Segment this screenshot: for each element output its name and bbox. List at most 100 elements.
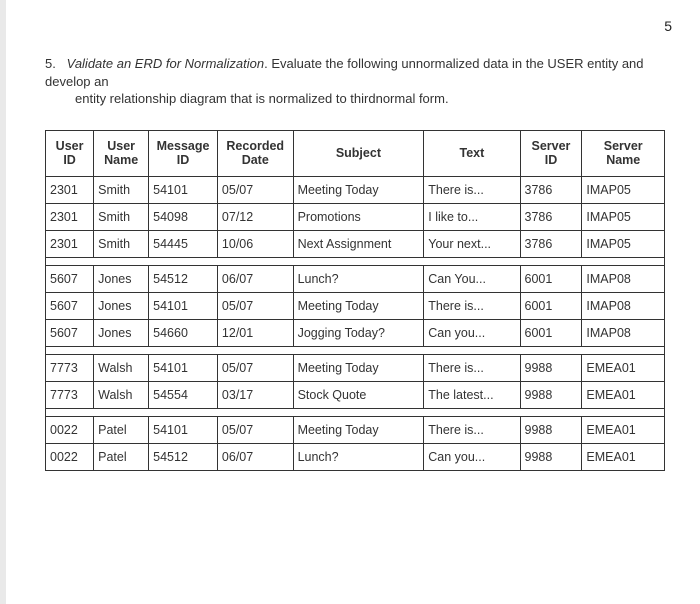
page-left-edge: [0, 0, 6, 604]
question-text: 5. Validate an ERD for Normalization. Ev…: [45, 55, 665, 108]
col-recorded-date: RecordedDate: [217, 130, 293, 176]
table-cell: IMAP05: [582, 230, 665, 257]
table-cell: Your next...: [424, 230, 520, 257]
table-cell: 54512: [149, 443, 218, 470]
table-cell: Meeting Today: [293, 176, 424, 203]
table-row: 7773Walsh5455403/17Stock QuoteThe latest…: [46, 381, 665, 408]
table-cell: I like to...: [424, 203, 520, 230]
table-cell: Walsh: [94, 381, 149, 408]
table-cell: 6001: [520, 292, 582, 319]
table-cell: Can You...: [424, 265, 520, 292]
table-cell: 54445: [149, 230, 218, 257]
table-body: 2301Smith5410105/07Meeting TodayThere is…: [46, 176, 665, 470]
table-cell: Walsh: [94, 354, 149, 381]
table-cell: 7773: [46, 354, 94, 381]
table-cell: 2301: [46, 203, 94, 230]
table-cell: 54660: [149, 319, 218, 346]
table-cell: Smith: [94, 176, 149, 203]
table-cell: Meeting Today: [293, 416, 424, 443]
table-group-spacer: [46, 408, 665, 416]
table-cell: 5607: [46, 292, 94, 319]
table-cell: 03/17: [217, 381, 293, 408]
table-row: 5607Jones5410105/07Meeting TodayThere is…: [46, 292, 665, 319]
table-cell: Lunch?: [293, 443, 424, 470]
table-cell: 9988: [520, 381, 582, 408]
table-cell: IMAP05: [582, 176, 665, 203]
table-group-spacer: [46, 346, 665, 354]
table-cell: IMAP08: [582, 319, 665, 346]
col-user-id: UserID: [46, 130, 94, 176]
table-cell: 9988: [520, 443, 582, 470]
table-cell: Promotions: [293, 203, 424, 230]
table-cell: Patel: [94, 416, 149, 443]
table-row: 2301Smith5410105/07Meeting TodayThere is…: [46, 176, 665, 203]
table-cell: 05/07: [217, 176, 293, 203]
table-cell: 10/06: [217, 230, 293, 257]
table-cell: 54101: [149, 416, 218, 443]
table-group-spacer: [46, 257, 665, 265]
table-cell: EMEA01: [582, 354, 665, 381]
table-cell: Jones: [94, 319, 149, 346]
table-cell: EMEA01: [582, 416, 665, 443]
col-message-id: MessageID: [149, 130, 218, 176]
table-cell: Stock Quote: [293, 381, 424, 408]
col-user-name: UserName: [94, 130, 149, 176]
table-row: 0022Patel5410105/07Meeting TodayThere is…: [46, 416, 665, 443]
table-row: 5607Jones5466012/01Jogging Today?Can you…: [46, 319, 665, 346]
table-cell: EMEA01: [582, 381, 665, 408]
table-cell: 54101: [149, 292, 218, 319]
table-cell: 54554: [149, 381, 218, 408]
table-cell: 5607: [46, 319, 94, 346]
table-cell: Jones: [94, 265, 149, 292]
col-server-name: ServerName: [582, 130, 665, 176]
table-row: 0022Patel5451206/07Lunch?Can you...9988E…: [46, 443, 665, 470]
table-cell: 2301: [46, 176, 94, 203]
table-cell: Smith: [94, 230, 149, 257]
content-area: 5. Validate an ERD for Normalization. Ev…: [45, 55, 665, 471]
table-cell: The latest...: [424, 381, 520, 408]
table-cell: 3786: [520, 176, 582, 203]
table-cell: Can you...: [424, 319, 520, 346]
table-cell: Next Assignment: [293, 230, 424, 257]
table-row: 5607Jones5451206/07Lunch?Can You...6001I…: [46, 265, 665, 292]
table-cell: 9988: [520, 354, 582, 381]
table-cell: There is...: [424, 292, 520, 319]
table-cell: 54512: [149, 265, 218, 292]
table-cell: There is...: [424, 416, 520, 443]
table-cell: 54098: [149, 203, 218, 230]
table-cell: 9988: [520, 416, 582, 443]
table-cell: 3786: [520, 203, 582, 230]
table-row: 2301Smith5444510/06Next AssignmentYour n…: [46, 230, 665, 257]
table-row: 7773Walsh5410105/07Meeting TodayThere is…: [46, 354, 665, 381]
table-cell: IMAP05: [582, 203, 665, 230]
table-cell: Patel: [94, 443, 149, 470]
table-cell: Jones: [94, 292, 149, 319]
page-number: 5: [664, 18, 672, 34]
table-cell: 05/07: [217, 416, 293, 443]
table-cell: 05/07: [217, 354, 293, 381]
table-cell: 5607: [46, 265, 94, 292]
table-cell: Can you...: [424, 443, 520, 470]
question-continuation: entity relationship diagram that is norm…: [75, 90, 665, 108]
table-row: 2301Smith5409807/12PromotionsI like to..…: [46, 203, 665, 230]
table-cell: 54101: [149, 176, 218, 203]
question-lead: Validate an ERD for Normalization: [67, 56, 265, 71]
table-cell: Jogging Today?: [293, 319, 424, 346]
question-number: 5.: [45, 55, 63, 73]
table-cell: 12/01: [217, 319, 293, 346]
table-cell: 6001: [520, 319, 582, 346]
table-cell: There is...: [424, 354, 520, 381]
col-subject: Subject: [293, 130, 424, 176]
col-text: Text: [424, 130, 520, 176]
table-cell: 6001: [520, 265, 582, 292]
table-cell: 05/07: [217, 292, 293, 319]
table-cell: There is...: [424, 176, 520, 203]
table-header-row: UserID UserName MessageID RecordedDate S…: [46, 130, 665, 176]
col-server-id: ServerID: [520, 130, 582, 176]
table-cell: IMAP08: [582, 265, 665, 292]
data-table: UserID UserName MessageID RecordedDate S…: [45, 130, 665, 471]
table-cell: Lunch?: [293, 265, 424, 292]
table-cell: 0022: [46, 416, 94, 443]
table-cell: 54101: [149, 354, 218, 381]
table-cell: 3786: [520, 230, 582, 257]
